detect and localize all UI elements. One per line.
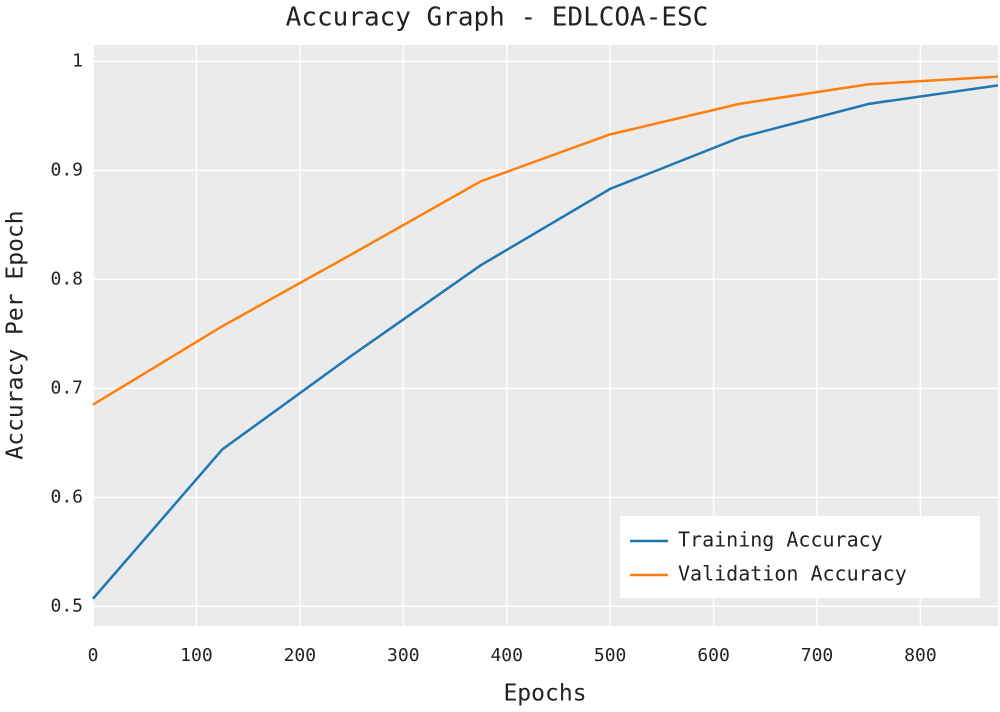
legend-box [620,516,980,598]
x-tick-label: 800 [904,645,937,666]
line-series [92,75,999,406]
y-axis-label: Accuracy Per Epoch [3,210,29,459]
y-tick-label: 0.9 [50,159,83,180]
y-tick-label: 1 [72,50,83,71]
x-tick-label: 100 [180,645,213,666]
legend-label: Training Accuracy [678,528,883,552]
x-axis-label: Epochs [503,681,586,707]
x-tick-label: 700 [801,645,834,666]
x-tick-label: 300 [387,645,420,666]
y-tick-label: 0.7 [50,377,83,398]
x-tick-label: 0 [88,645,99,666]
y-tick-label: 0.8 [50,268,83,289]
chart-title: Accuracy Graph - EDLCOA-ESC [286,3,709,33]
x-tick-label: 400 [490,645,523,666]
x-tick-label: 600 [697,645,730,666]
y-tick-label: 0.5 [50,595,83,616]
legend: Training Accuracy Validation Accuracy [620,516,980,598]
y-tick-label: 0.6 [50,486,83,507]
legend-label: Validation Accuracy [678,562,907,586]
x-tick-label: 500 [594,645,627,666]
line-series [92,84,999,600]
x-tick-label: 200 [284,645,317,666]
